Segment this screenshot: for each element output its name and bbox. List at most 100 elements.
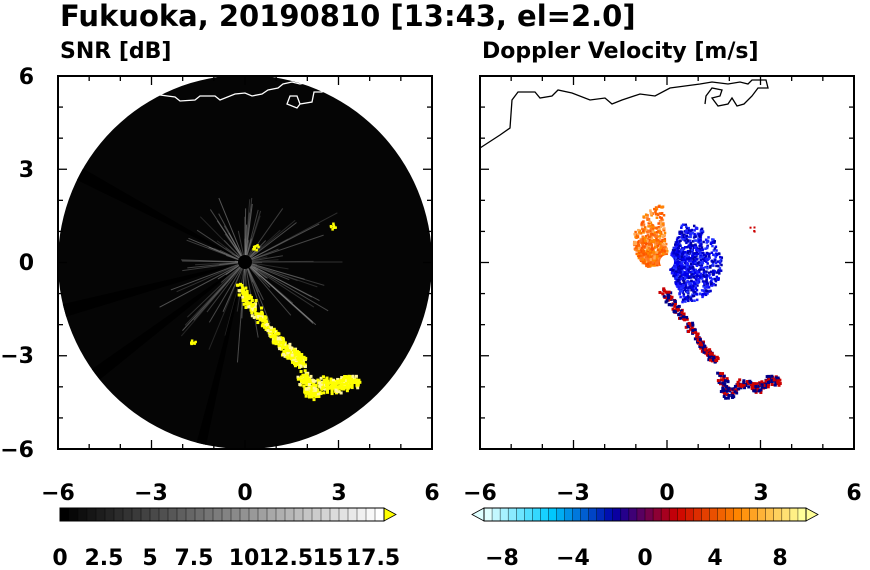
doppler-approaching-cell	[674, 281, 677, 284]
doppler-receding-cell	[664, 242, 668, 246]
snr-rain-cell	[350, 384, 354, 388]
doppler-approaching-cell	[699, 275, 702, 278]
doppler-approaching-cell	[683, 238, 686, 242]
snr-rain-band-cell	[270, 326, 274, 330]
snr-clutter-ray	[170, 261, 246, 291]
doppler-x-tick-labels: −6 −3 0 3 6	[463, 481, 862, 506]
snr-rain-band-cell	[254, 299, 258, 303]
snr-rain-cell	[324, 383, 328, 387]
doppler-approaching-cell	[672, 266, 676, 270]
snr-clutter-ray	[236, 261, 246, 363]
snr-rain-cell	[354, 374, 358, 378]
snr-rain-cell	[309, 392, 313, 396]
doppler-rain-band-cell	[716, 357, 720, 361]
doppler-approaching-cell	[681, 250, 685, 253]
doppler-approaching-cell	[685, 245, 689, 249]
doppler-rain-cell	[760, 380, 764, 384]
doppler-approaching-cell	[705, 252, 709, 256]
doppler-rain-cell	[751, 384, 755, 388]
snr-rain-cell	[352, 380, 356, 384]
snr-rain-band-cell	[248, 294, 252, 298]
doppler-receding-cell	[659, 235, 662, 238]
snr-rain-band-cell	[253, 307, 257, 311]
snr-colorbar-swatch	[113, 507, 124, 522]
doppler-rain-band-cell	[664, 290, 668, 294]
doppler-approaching-cell	[700, 260, 704, 264]
doppler-rain-band-cell	[691, 321, 695, 325]
snr-rain-cell	[343, 385, 347, 389]
snr-isolated-echo	[330, 225, 333, 229]
doppler-receding-cell	[653, 259, 656, 262]
doppler-approaching-cell	[672, 255, 676, 258]
snr-rain-cell	[322, 380, 326, 384]
doppler-approaching-cell	[690, 282, 693, 285]
doppler-approaching-cell	[704, 285, 707, 289]
doppler-approaching-cell	[688, 239, 692, 243]
doppler-approaching-cell	[685, 274, 689, 277]
snr-isolated-echo	[332, 222, 335, 226]
doppler-receding-cell	[637, 244, 640, 247]
doppler-approaching-cell	[697, 261, 700, 265]
snr-rain-band-cell	[283, 354, 287, 358]
doppler-receding-cell	[654, 210, 657, 214]
doppler-approaching-cell	[695, 288, 699, 292]
doppler-receding-cell	[647, 247, 651, 250]
doppler-approaching-cell	[688, 270, 692, 274]
doppler-colorbar	[471, 507, 819, 522]
doppler-receding-cell	[653, 231, 656, 235]
doppler-approaching-cell	[714, 261, 718, 265]
snr-rain-cell	[341, 385, 345, 389]
doppler-rain-band-cell	[707, 355, 711, 359]
doppler-colorbar-swatch	[604, 507, 614, 522]
doppler-approaching-cell	[679, 252, 682, 256]
snr-rain-cell	[316, 378, 320, 382]
doppler-approaching-cell	[675, 278, 678, 281]
snr-rain-cell	[354, 380, 358, 384]
doppler-receding-cell	[637, 252, 641, 255]
snr-x-tick-label: −3	[134, 481, 168, 506]
doppler-approaching-cell	[693, 299, 696, 302]
doppler-rain-cell	[762, 383, 766, 387]
snr-y-tick-label: −6	[0, 438, 34, 463]
snr-rain-band-cell	[281, 342, 285, 346]
snr-rain-cell	[326, 379, 330, 383]
doppler-receding-cell	[649, 211, 653, 214]
doppler-rain-band-cell	[712, 356, 716, 360]
doppler-approaching-cell	[690, 286, 694, 289]
doppler-approaching-cell	[691, 294, 695, 298]
doppler-radar-site-marker	[660, 255, 674, 269]
doppler-receding-cell	[655, 237, 658, 241]
doppler-approaching-cell	[714, 259, 717, 262]
snr-colorbar-outline	[59, 507, 385, 522]
doppler-approaching-cell	[673, 258, 677, 262]
doppler-approaching-cell	[678, 264, 682, 268]
doppler-approaching-cell	[681, 298, 685, 302]
doppler-approaching-cell	[673, 259, 676, 263]
doppler-approaching-cell	[685, 296, 689, 300]
doppler-receding-cell	[656, 260, 659, 264]
doppler-approaching-cell	[693, 290, 697, 294]
doppler-approaching-cell	[685, 234, 688, 238]
snr-rain-cell	[299, 370, 303, 374]
snr-rain-cell	[303, 378, 307, 382]
doppler-approaching-cell	[669, 268, 672, 272]
doppler-rain-cell	[752, 385, 756, 389]
doppler-rain-cell	[770, 379, 774, 383]
doppler-approaching-cell	[714, 255, 717, 259]
snr-rain-cell	[325, 387, 329, 391]
doppler-approaching-cell	[691, 254, 695, 258]
snr-clutter-ray	[206, 261, 246, 313]
doppler-rain-cell	[730, 395, 734, 399]
snr-rain-cell	[312, 394, 316, 398]
doppler-coastline	[479, 79, 769, 149]
snr-rain-band-cell	[297, 355, 301, 359]
doppler-receding-cell	[639, 254, 643, 257]
doppler-approaching-cell	[683, 277, 687, 281]
doppler-rain-band-cell	[671, 307, 675, 311]
snr-rain-band-cell	[250, 306, 254, 310]
doppler-approaching-cell	[683, 237, 687, 240]
doppler-approaching-cell	[676, 267, 680, 270]
doppler-approaching-cell	[683, 246, 687, 249]
doppler-rain-cell	[746, 381, 750, 385]
doppler-approaching-cell	[674, 265, 677, 269]
